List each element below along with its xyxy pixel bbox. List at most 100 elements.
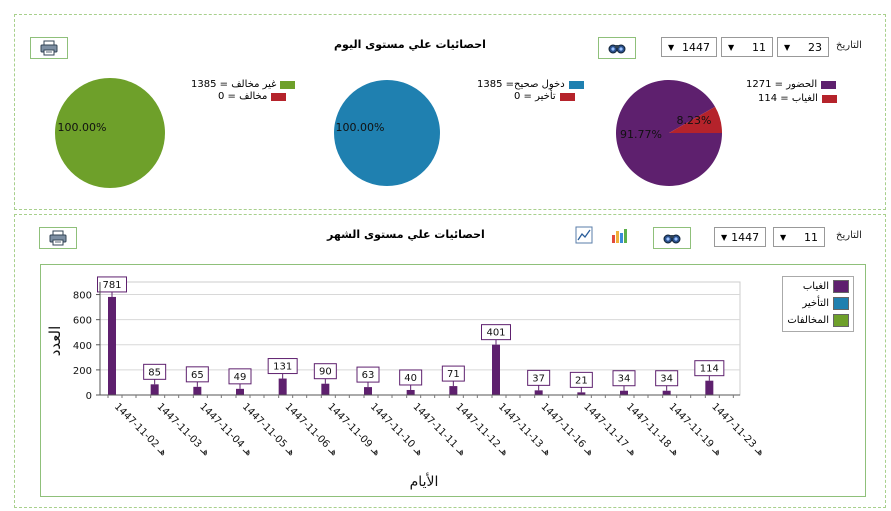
- legend-item-late: التأخير: [802, 297, 849, 310]
- legend-swatch: [559, 92, 575, 101]
- day-day-value: 23: [808, 40, 822, 54]
- pie-slice-label: 100.00%: [336, 121, 385, 134]
- month-stats-title: احصائيات علي مستوى الشهر: [327, 228, 485, 241]
- day-month-select[interactable]: ▼ 11: [721, 37, 773, 57]
- legend-swatch: [271, 92, 287, 101]
- bar: [108, 296, 116, 395]
- pie-slice-label: 8.23%: [677, 114, 712, 127]
- legend-swatch: [821, 94, 837, 103]
- day-day-select[interactable]: ▼ 23: [777, 37, 829, 57]
- chevron-down-icon: ▼: [780, 232, 787, 242]
- bar: [150, 384, 159, 395]
- day-search-button[interactable]: [598, 37, 636, 59]
- bar: [406, 389, 415, 395]
- pie1-legend-item: الحضور = 1271: [746, 79, 837, 90]
- data-label: 34: [618, 374, 631, 385]
- bar-chart-icon: [612, 229, 627, 243]
- legend-label: تأخير = 0: [514, 91, 556, 102]
- data-label: 21: [575, 375, 588, 386]
- day-date-label: التاريخ: [836, 40, 862, 51]
- data-label: 63: [362, 370, 375, 381]
- data-label: 37: [532, 373, 545, 384]
- day-stats-title: احصائيات علي مستوى اليوم: [334, 38, 486, 51]
- day-month-value: 11: [752, 40, 766, 54]
- data-label: 34: [660, 374, 673, 385]
- data-label: 90: [319, 367, 332, 378]
- bar: [364, 387, 372, 395]
- chevron-down-icon: ▼: [721, 232, 728, 242]
- day-print-button[interactable]: [30, 37, 68, 59]
- chevron-down-icon: ▼: [668, 42, 675, 52]
- legend-label: غير مخالف = 1385: [191, 79, 277, 90]
- bar: [193, 386, 202, 395]
- legend-swatch: [833, 280, 849, 293]
- data-label: 40: [404, 373, 417, 384]
- bar-chart-toggle[interactable]: [610, 226, 628, 244]
- data-label: 85: [148, 367, 161, 378]
- pie-slice: [55, 78, 165, 188]
- data-label: 781: [102, 280, 121, 291]
- x-axis-label: الأيام: [410, 472, 439, 490]
- legend-item-absence: الغياب: [803, 280, 849, 293]
- bar: [492, 344, 500, 395]
- month-search-button[interactable]: [653, 227, 691, 249]
- legend-swatch: [821, 80, 837, 89]
- month-stats-panel: [14, 214, 886, 508]
- legend-label: التأخير: [802, 298, 829, 309]
- day-stats-panel: [14, 14, 886, 210]
- data-label: 65: [191, 370, 204, 381]
- data-label: 401: [486, 328, 505, 339]
- data-label: 114: [700, 364, 719, 375]
- bar: [236, 388, 244, 395]
- legend-label: الغياب: [802, 281, 829, 292]
- month-year-value: 1447: [731, 230, 760, 244]
- pie1-legend-item: الغياب = 114: [758, 93, 837, 104]
- bar: [620, 390, 628, 395]
- pie-slice: [334, 80, 440, 186]
- line-chart-toggle[interactable]: [575, 226, 593, 244]
- bar: [577, 392, 586, 395]
- bar: [449, 386, 458, 395]
- data-label: 49: [234, 372, 247, 383]
- legend-swatch: [568, 80, 584, 89]
- y-tick-label: 600: [73, 316, 92, 327]
- binoculars-icon: [663, 234, 681, 244]
- printer-icon: [49, 230, 67, 246]
- pie2-legend-item: دخول صحيح= 1385: [477, 79, 584, 90]
- month-chart-frame: [40, 264, 866, 497]
- y-axis-label: العدد: [46, 326, 64, 357]
- legend-label: الحضور = 1271: [746, 79, 818, 90]
- y-tick-label: 200: [73, 366, 92, 377]
- printer-icon: [40, 40, 58, 56]
- legend-swatch: [833, 314, 849, 327]
- legend-label: المخالفات: [787, 315, 829, 326]
- pie-slice-label: 100.00%: [58, 121, 107, 134]
- pie-slice: [669, 106, 722, 133]
- data-label: 131: [273, 362, 292, 373]
- pie2-legend-item: تأخير = 0: [514, 91, 575, 102]
- data-label: 71: [447, 369, 460, 380]
- day-pie-charts: 91.77% 8.23% 100.00% 100.00%: [55, 78, 722, 188]
- legend-label: مخالف = 0: [218, 91, 268, 102]
- y-tick-label: 0: [86, 391, 92, 402]
- bar: [662, 390, 671, 395]
- pie3-legend-item: غير مخالف = 1385: [191, 79, 296, 90]
- chevron-down-icon: ▼: [784, 42, 791, 52]
- line-chart-icon: [575, 226, 593, 244]
- y-tick-label: 800: [73, 291, 92, 302]
- chevron-down-icon: ▼: [728, 42, 735, 52]
- legend-label: دخول صحيح= 1385: [477, 79, 565, 90]
- month-print-button[interactable]: [39, 227, 77, 249]
- legend-item-violations: المخالفات: [787, 314, 849, 327]
- pie-slice: [616, 79, 722, 186]
- month-year-select[interactable]: ▼ 1447: [714, 227, 766, 247]
- month-month-select[interactable]: ▼ 11: [773, 227, 825, 247]
- pie3-legend-item: مخالف = 0: [218, 91, 287, 102]
- pie-slice-label: 91.77%: [620, 128, 662, 141]
- bar: [705, 380, 714, 395]
- bar: [534, 390, 543, 395]
- month-month-value: 11: [804, 230, 818, 244]
- binoculars-icon: [608, 44, 626, 54]
- day-year-select[interactable]: ▼ 1447: [661, 37, 717, 57]
